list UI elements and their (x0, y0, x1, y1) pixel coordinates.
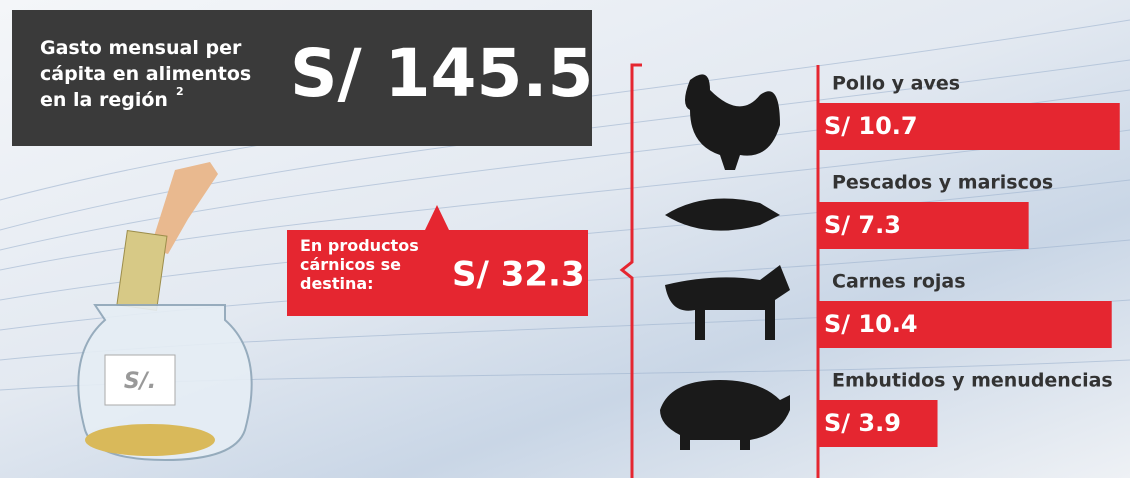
value-label: S/ 10.4 (824, 310, 918, 338)
value-label: S/ 10.7 (824, 112, 918, 140)
header-text: Gasto mensual per cápita en alimentos en l… (40, 37, 251, 111)
header-value: S/ 145.5 (290, 35, 593, 112)
category-label: Embutidos y menudencias (832, 370, 1113, 392)
bar (818, 301, 1112, 348)
category-label: Pescados y mariscos (832, 172, 1053, 194)
bracket (619, 63, 642, 478)
footnote: 2 (176, 85, 184, 98)
bar (818, 103, 1120, 150)
callout-box (287, 205, 588, 316)
jar-label: S/. (124, 369, 156, 394)
callout-text: En productos cárnicos se destina: (300, 236, 419, 293)
header-box (12, 10, 592, 146)
category-label: Carnes rojas (832, 271, 966, 293)
callout-value: S/ 32.3 (452, 255, 585, 295)
animal-icons (660, 74, 790, 450)
category-label: Pollo y aves (832, 73, 960, 95)
jar-icon: S/. (77, 162, 253, 462)
bar (818, 202, 1029, 249)
value-label: S/ 3.9 (824, 409, 901, 437)
value-label: S/ 7.3 (824, 211, 901, 239)
bar (818, 400, 938, 447)
